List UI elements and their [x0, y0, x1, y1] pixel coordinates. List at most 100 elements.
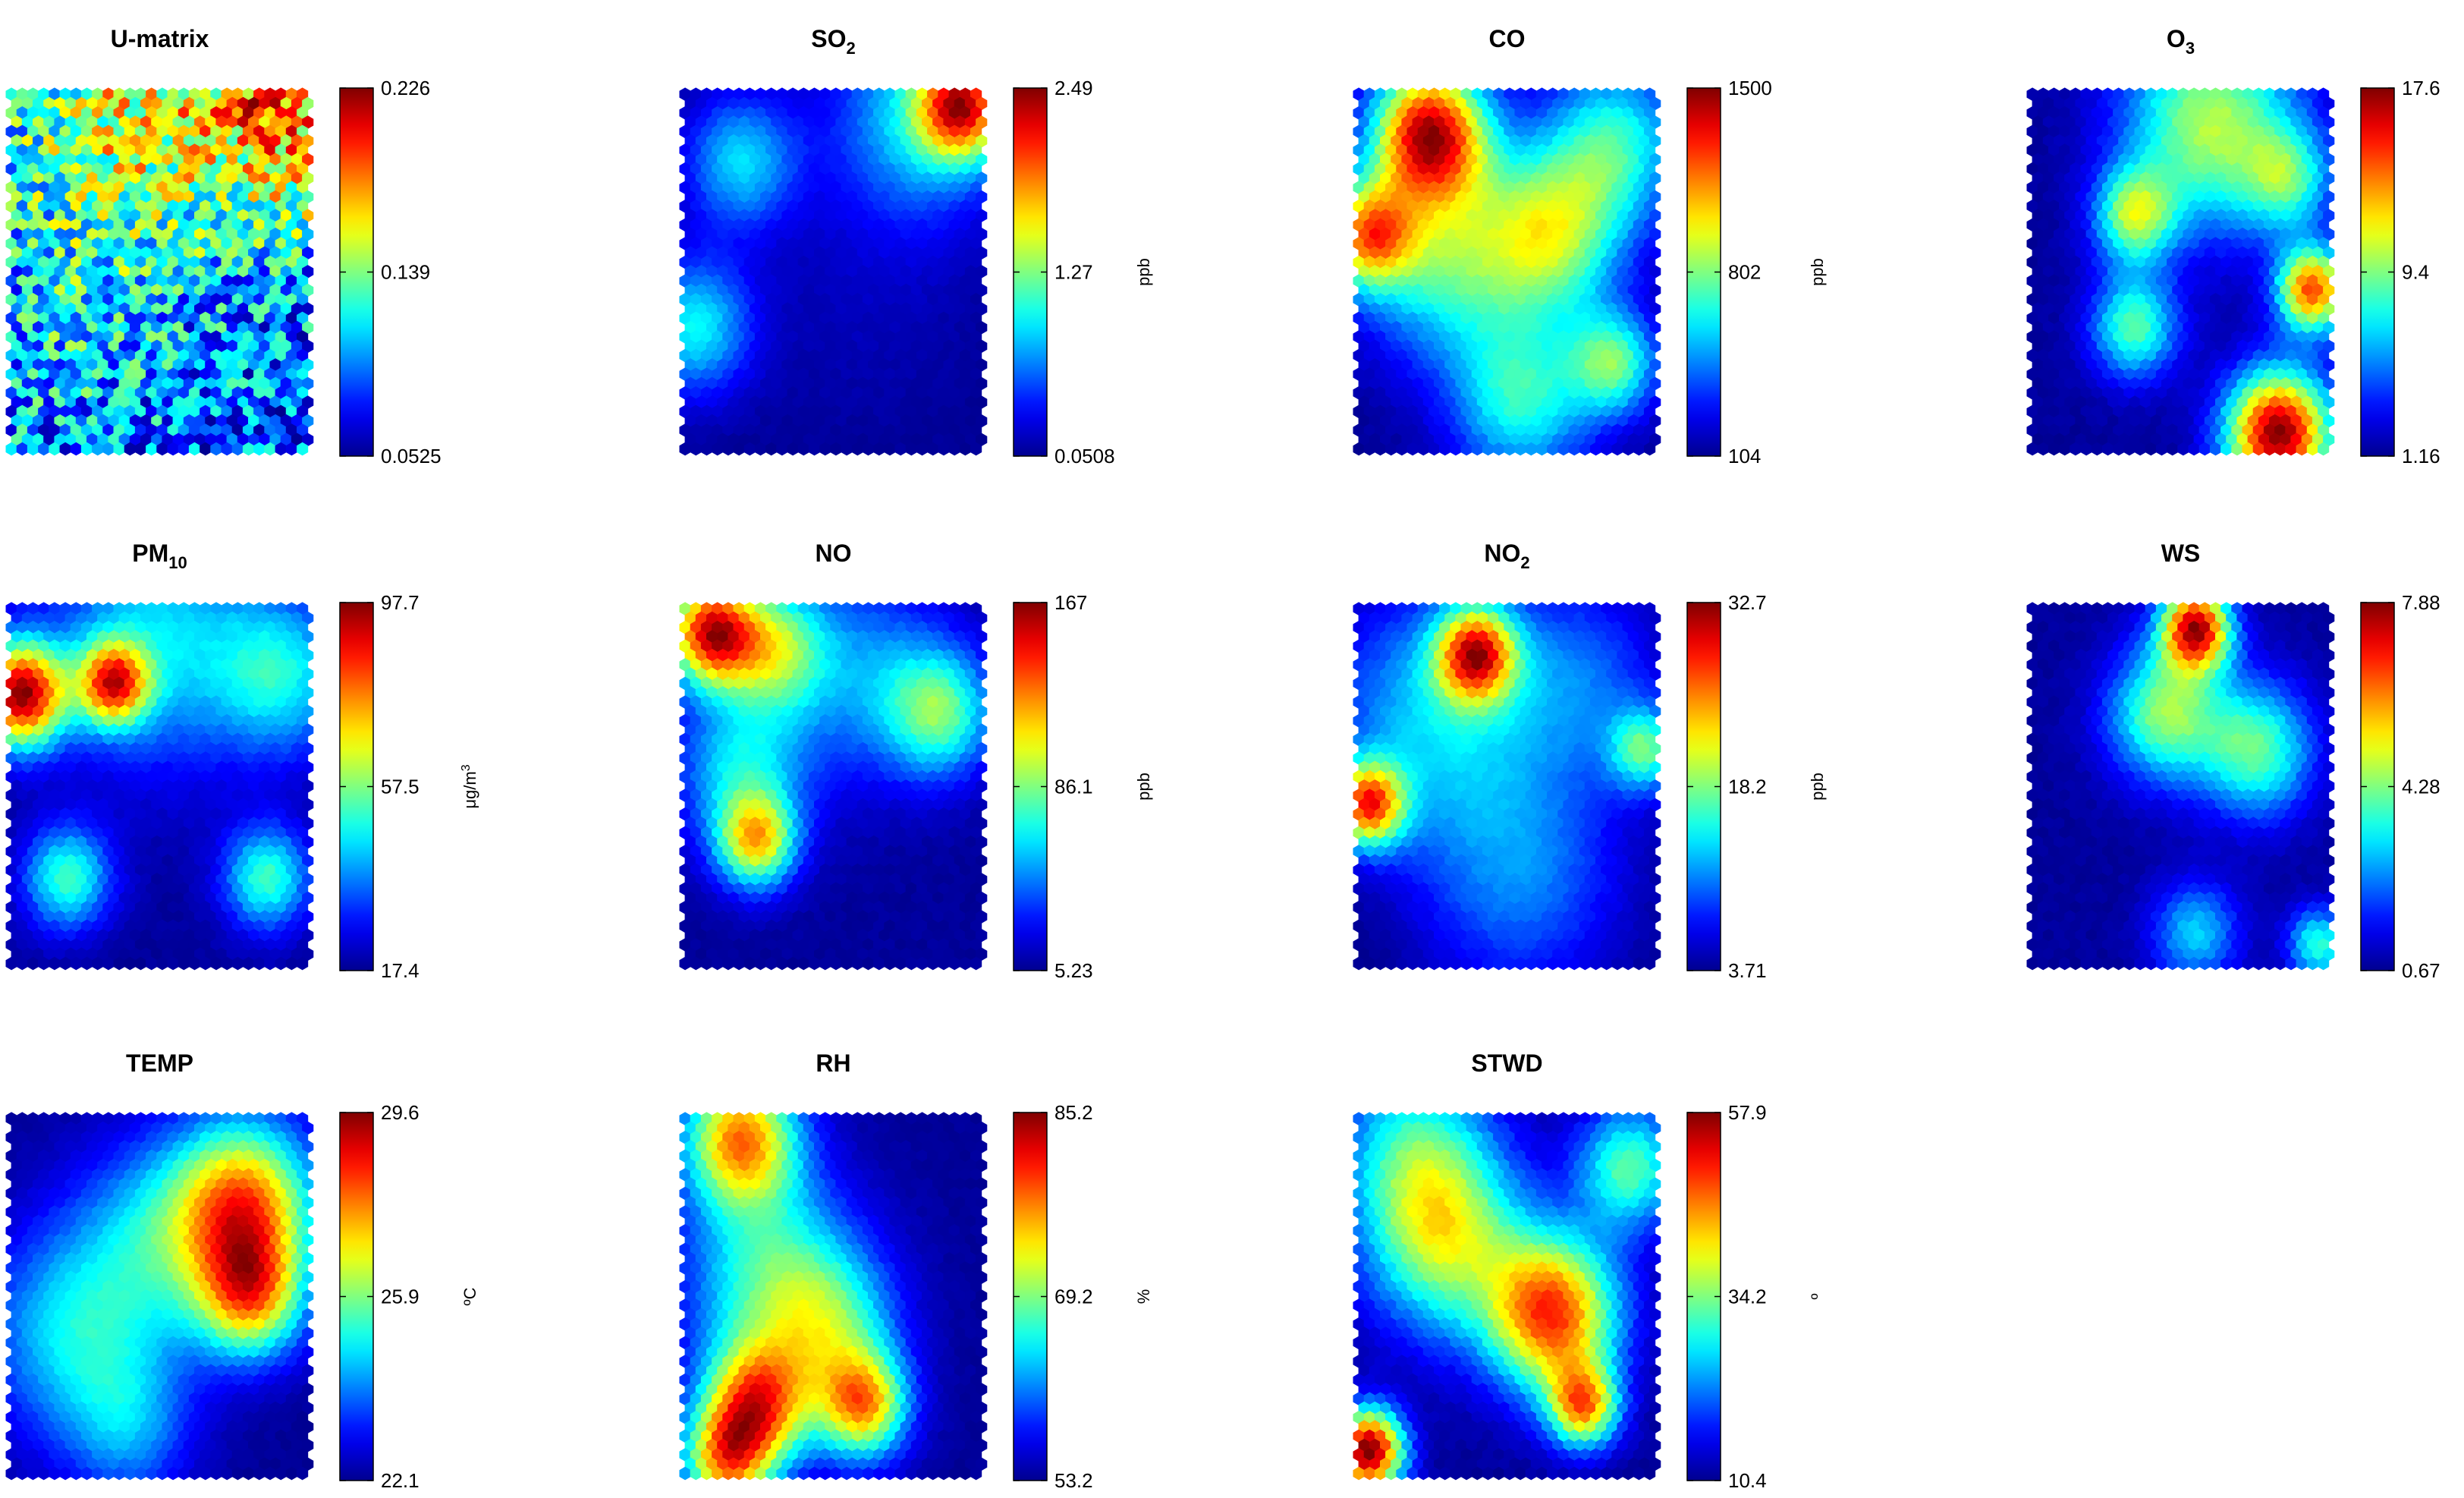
hex-cell — [49, 218, 61, 232]
hex-cell — [237, 134, 250, 148]
hex-cell — [86, 153, 99, 167]
hex-cell — [183, 414, 196, 428]
hex-cell — [178, 386, 190, 400]
hex-cell — [851, 87, 863, 101]
hex-cell — [291, 395, 303, 409]
hex-cell — [253, 87, 266, 101]
hex-cell — [108, 283, 120, 297]
hex-cell — [151, 134, 163, 148]
hex-cell — [183, 209, 196, 222]
hex-cell — [64, 134, 77, 148]
hex-cell — [194, 96, 206, 111]
hex-cell — [269, 246, 281, 260]
hex-cell — [269, 433, 281, 447]
hex-cell — [92, 143, 104, 157]
hex-cell — [205, 265, 217, 279]
hex-cell — [86, 246, 99, 260]
hex-cell — [43, 209, 55, 222]
hex-cell — [16, 237, 28, 250]
hex-cell — [134, 423, 147, 437]
hex-cell — [70, 293, 82, 307]
hex-cell — [70, 386, 82, 400]
hex-cell — [200, 442, 212, 456]
hex-cell — [269, 96, 281, 111]
hex-cell — [151, 115, 163, 129]
colorbar-unit-label: ppb — [1808, 258, 1827, 286]
hex-cell — [16, 218, 28, 232]
hex-cell — [92, 200, 104, 213]
hex-cell — [808, 87, 821, 101]
hex-cell — [64, 115, 77, 129]
hex-cell — [124, 404, 136, 419]
hex-cell — [59, 237, 71, 250]
hex-cell — [27, 181, 39, 194]
hex-cell — [162, 209, 174, 222]
hex-cell — [124, 311, 136, 326]
hex-cell — [21, 172, 33, 185]
hex-cell — [259, 320, 271, 335]
hex-cell — [884, 87, 896, 101]
hex-cell — [237, 153, 250, 167]
hex-cell — [156, 87, 168, 101]
hex-cell — [221, 386, 233, 400]
hex-cell — [134, 181, 147, 194]
hex-cell — [134, 237, 147, 250]
hex-cell — [280, 153, 292, 167]
hex-cell — [134, 200, 147, 213]
hex-cell — [226, 376, 238, 391]
hex-cell — [27, 367, 39, 381]
hex-cell — [54, 172, 66, 185]
hex-cell — [146, 255, 158, 269]
hex-cell — [33, 302, 45, 316]
hex-cell — [86, 134, 99, 148]
hex-cell — [134, 348, 147, 363]
hex-cell — [178, 442, 190, 456]
hex-cell — [172, 339, 184, 354]
hex-cell — [215, 414, 228, 428]
hex-cell — [275, 293, 287, 307]
hex-cell — [124, 200, 136, 213]
hex-cell — [134, 162, 147, 176]
hex-cell — [140, 227, 152, 241]
hex-cell — [226, 320, 238, 335]
hex-cell — [743, 87, 756, 101]
hex-cell — [259, 339, 271, 354]
hex-cell — [146, 200, 158, 213]
hex-cell — [781, 96, 794, 111]
hex-cell — [80, 386, 93, 400]
hex-cell — [275, 200, 287, 213]
hex-cell — [167, 423, 179, 437]
hex-cell — [16, 162, 28, 176]
hex-cell — [275, 124, 287, 139]
hex-cell — [291, 302, 303, 316]
hex-cell — [178, 367, 190, 381]
hex-cell — [237, 433, 250, 447]
hex-cell — [237, 302, 250, 316]
hex-cell — [916, 87, 929, 101]
hex-cell — [188, 200, 201, 213]
hex-cell — [280, 320, 292, 335]
hex-cell — [59, 311, 71, 326]
hex-cell — [21, 153, 33, 167]
hex-cell — [248, 358, 260, 372]
hex-cell — [259, 302, 271, 316]
hex-cell — [156, 386, 168, 400]
hex-cell — [43, 320, 55, 335]
hex-cell — [264, 237, 276, 250]
hex-cell — [226, 433, 238, 447]
hex-cell — [151, 358, 163, 372]
hex-cell — [27, 218, 39, 232]
hex-cell — [146, 106, 158, 120]
hex-cell — [124, 367, 136, 381]
hex-cell — [231, 162, 244, 176]
hex-cell — [134, 404, 147, 419]
hex-cell — [11, 209, 23, 222]
hex-cell — [54, 395, 66, 409]
hex-cell — [38, 404, 50, 419]
hex-cell — [221, 162, 233, 176]
hex-cell — [21, 320, 33, 335]
hex-cell — [787, 106, 799, 120]
hex-cell — [188, 274, 201, 288]
hex-cell — [80, 143, 93, 157]
hex-cell — [59, 106, 71, 120]
